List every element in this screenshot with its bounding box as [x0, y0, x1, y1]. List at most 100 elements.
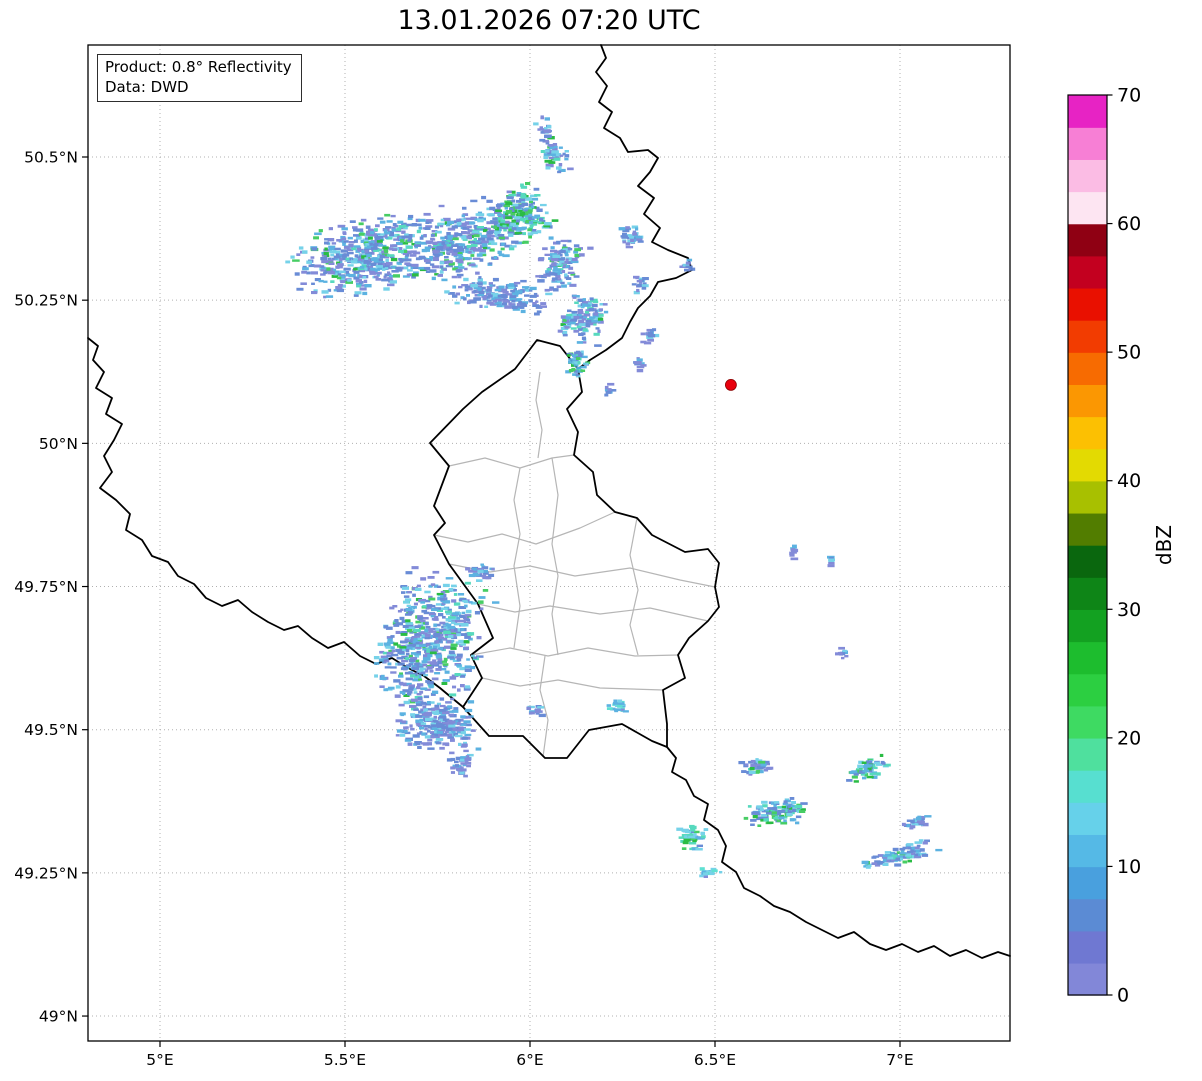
echo-speck [509, 207, 514, 210]
echo-speck [436, 656, 442, 660]
echo-speck [409, 700, 416, 704]
echo-speck [426, 606, 432, 610]
echo-speck [497, 298, 503, 302]
echo-speck [568, 316, 575, 320]
echo-speck [567, 282, 572, 285]
echo-speck [478, 596, 486, 599]
echo-speck [447, 736, 455, 739]
gridlines [88, 45, 1010, 1041]
echo-speck [445, 701, 452, 704]
echo-speck [520, 192, 526, 196]
echo-speck [446, 221, 455, 225]
echo-speck [566, 261, 573, 264]
echo-speck [562, 264, 567, 268]
echo-speck [414, 625, 422, 628]
echo-speck [358, 269, 366, 273]
echo-speck [435, 654, 443, 658]
echo-speck [382, 253, 390, 257]
echo-speck [437, 639, 442, 643]
echo-speck [490, 242, 498, 246]
echo-speck [553, 157, 561, 161]
echo-speck [482, 246, 488, 250]
echo-speck [569, 321, 576, 325]
echo-speck [456, 218, 462, 222]
echo-speck [467, 229, 473, 233]
echo-speck [542, 247, 548, 251]
echo-speck [455, 258, 463, 263]
echo-speck [302, 250, 308, 254]
echo-speck [917, 853, 921, 857]
echo-speck [523, 212, 529, 216]
echo-speck [429, 256, 433, 260]
echo-speck [443, 645, 451, 649]
echo-speck [433, 715, 437, 719]
echo-speck [482, 589, 489, 592]
echo-speck [528, 235, 532, 239]
echo-speck [481, 217, 486, 221]
colorbar-unit-label: dBZ [1152, 525, 1176, 565]
echo-speck [376, 273, 380, 277]
echo-speck [774, 810, 783, 814]
echo-speck [387, 662, 392, 666]
echo-speck [414, 587, 422, 591]
echo-speck [682, 841, 689, 845]
echo-speck [535, 708, 541, 712]
echo-speck [459, 674, 466, 678]
echo-speck [423, 724, 431, 728]
echo-speck [551, 219, 559, 222]
echo-speck [452, 685, 457, 689]
echo-speck [524, 214, 532, 218]
echo-speck [375, 233, 381, 236]
echo-speck [509, 224, 514, 228]
echo-speck [323, 295, 327, 299]
echo-speck [374, 237, 381, 241]
echo-speck [412, 675, 419, 678]
echo-speck [591, 319, 596, 323]
echo-speck [425, 266, 431, 271]
echo-speck [528, 221, 534, 225]
echo-speck [505, 210, 512, 214]
echo-speck [311, 291, 318, 295]
echo-speck [411, 636, 418, 639]
echo-speck [902, 860, 908, 864]
echo-speck [457, 593, 465, 596]
echo-speck [298, 246, 304, 250]
echo-speck [419, 641, 423, 645]
echo-speck [435, 623, 441, 627]
echo-speck [466, 753, 474, 757]
colorbar-tick-label: 30 [1117, 599, 1141, 621]
echo-speck [423, 673, 429, 677]
echo-speck [750, 759, 756, 763]
echo-speck [440, 597, 445, 601]
echo-speck [382, 657, 389, 661]
echo-speck [459, 614, 466, 619]
echo-speck [452, 237, 459, 241]
echo-speck [364, 257, 369, 260]
echo-speck [632, 232, 638, 236]
echo-speck [463, 728, 471, 731]
echo-speck [544, 127, 548, 131]
echo-speck [636, 288, 640, 293]
echo-speck [502, 226, 509, 230]
echo-speck [435, 668, 442, 671]
echo-speck [531, 205, 535, 209]
echo-speck [483, 246, 491, 250]
echo-speck [494, 211, 502, 214]
echo-speck [689, 841, 697, 845]
echo-speck [429, 685, 434, 689]
echo-speck [401, 730, 406, 734]
echo-speck [377, 236, 384, 239]
echo-speck [491, 567, 495, 571]
echo-speck [525, 195, 529, 199]
echo-speck [576, 366, 582, 370]
echo-speck [430, 711, 437, 714]
echo-speck [400, 682, 407, 686]
echo-speck [622, 710, 629, 713]
echo-speck [574, 351, 582, 355]
echo-speck [405, 619, 411, 623]
echo-speck [421, 609, 428, 613]
echo-speck [458, 248, 465, 252]
echo-speck [564, 253, 569, 257]
echo-speck [439, 261, 445, 265]
echo-speck [509, 247, 515, 251]
